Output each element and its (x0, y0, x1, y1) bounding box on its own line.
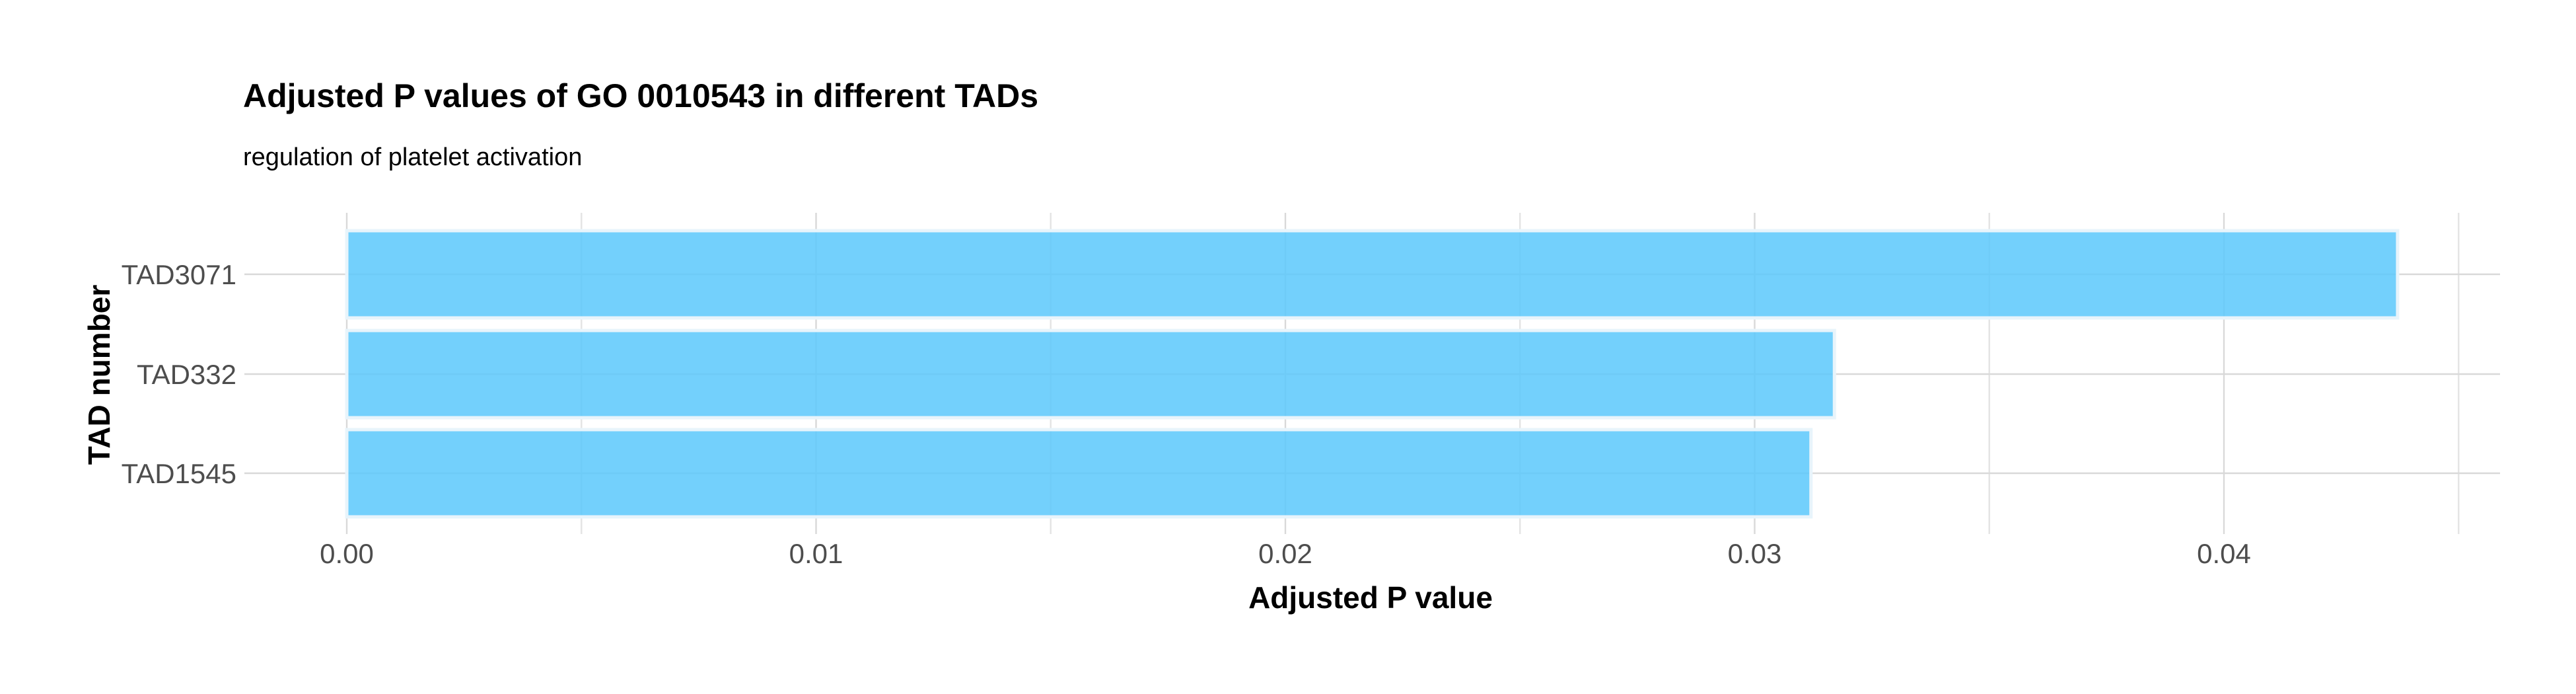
y-tick-label: TAD1545 (122, 458, 236, 489)
x-tick-label: 0.01 (789, 538, 843, 569)
chart-title: Adjusted P values of GO 0010543 in diffe… (243, 77, 1038, 114)
bar (345, 428, 1813, 519)
y-tick-label: TAD3071 (122, 259, 236, 290)
chart-subtitle: regulation of platelet activation (243, 143, 582, 171)
x-tick-label: 0.02 (1258, 538, 1312, 569)
x-tick-label: 0.04 (2197, 538, 2251, 569)
bar (345, 229, 2400, 320)
x-tick-label: 0.00 (320, 538, 374, 569)
tick-labels: 0.00 0.01 0.02 0.03 0.04 TAD3071 TAD332 TAD1545 (122, 259, 2251, 569)
bars (345, 229, 2400, 519)
y-axis-title: TAD number (82, 285, 116, 465)
x-axis-title: Adjusted P value (1248, 580, 1493, 615)
bar (345, 328, 1836, 420)
x-tick-label: 0.03 (1728, 538, 1782, 569)
y-tick-label: TAD332 (137, 359, 236, 390)
